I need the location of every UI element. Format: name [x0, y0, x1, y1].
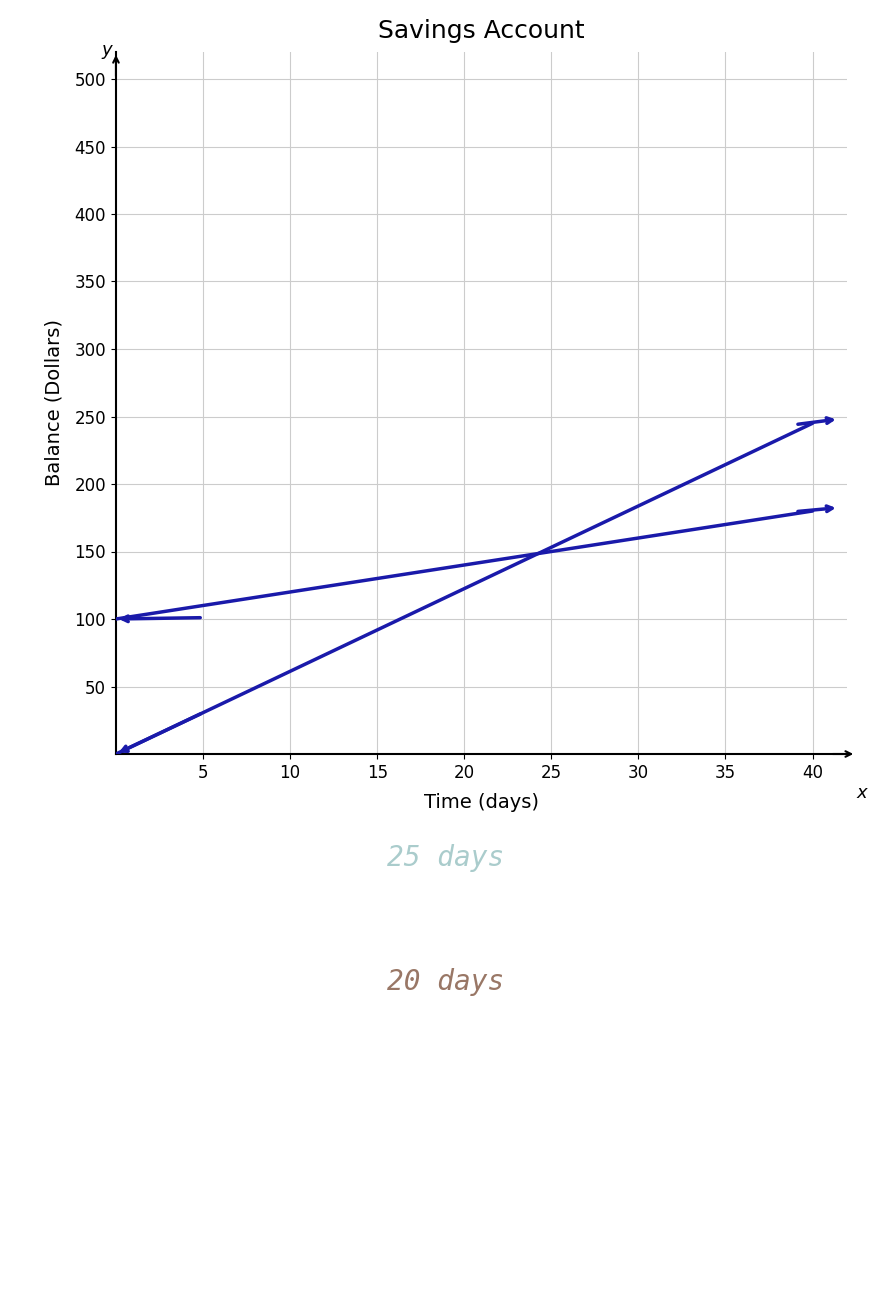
Title: Savings Account: Savings Account — [378, 20, 585, 43]
Text: y: y — [102, 40, 112, 58]
Text: x: x — [856, 784, 867, 802]
Text: 25 days: 25 days — [387, 844, 505, 872]
Y-axis label: Balance (Dollars): Balance (Dollars) — [45, 320, 63, 486]
X-axis label: Time (days): Time (days) — [425, 793, 539, 811]
Text: Q. Two people are adding money to their savings
accounts. The system of equation: Q. Two people are adding money to their … — [45, 1101, 754, 1239]
Text: 20 days: 20 days — [387, 967, 505, 996]
